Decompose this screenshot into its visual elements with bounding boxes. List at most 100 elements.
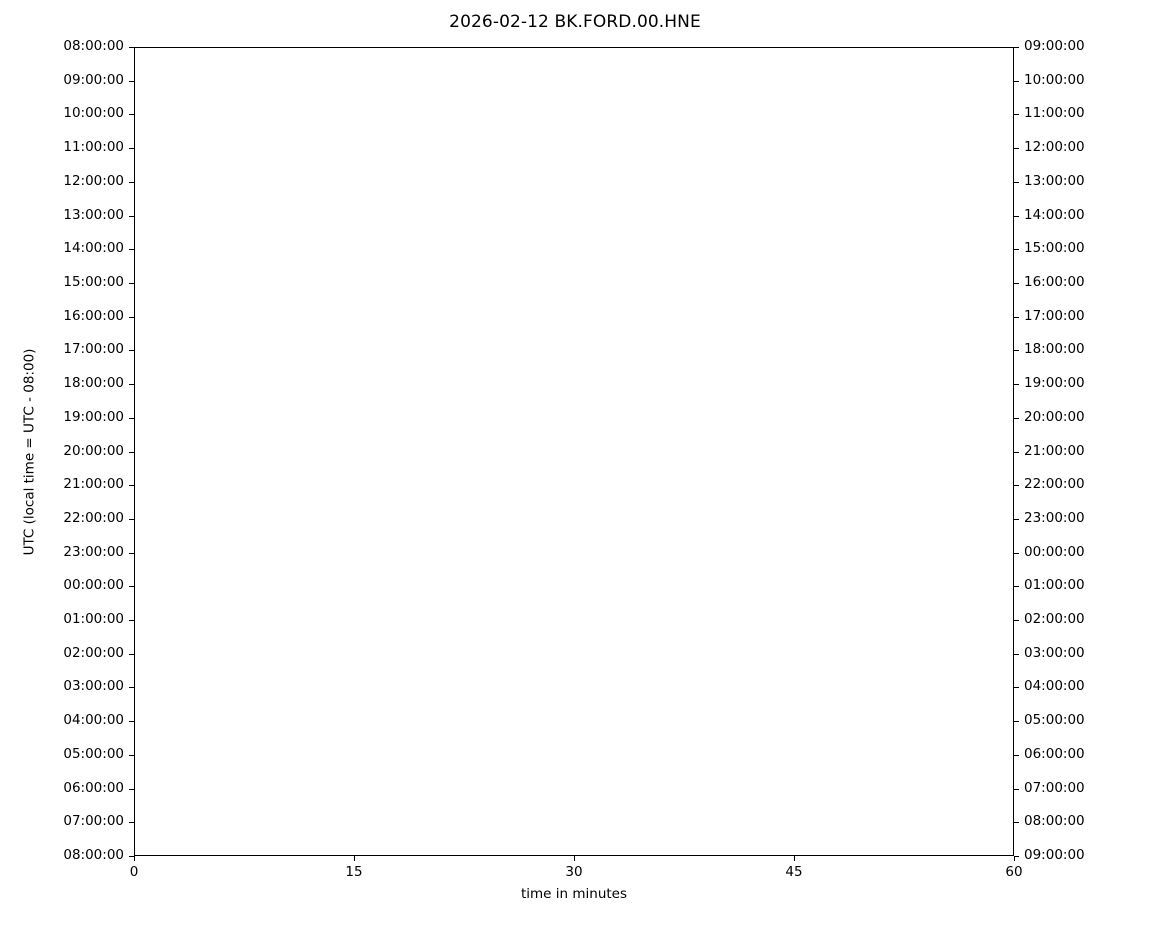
y-tick-left <box>129 518 134 520</box>
y-tick-left <box>129 822 134 824</box>
y-tick-label-right: 23:00:00 <box>1024 509 1085 526</box>
y-tick-left <box>129 384 134 386</box>
y-tick-label-left: 08:00:00 <box>63 38 124 54</box>
x-tick-label: 0 <box>129 864 139 880</box>
y-tick-left <box>129 620 134 622</box>
y-tick-left <box>129 148 134 150</box>
x-tick-label: 15 <box>345 864 363 880</box>
y-tick-right <box>1014 721 1019 723</box>
y-tick-left <box>129 47 134 48</box>
y-tick-label-right: 15:00:00 <box>1024 240 1085 257</box>
y-tick-label-left: 21:00:00 <box>63 476 124 493</box>
y-tick-left <box>129 114 134 116</box>
x-tick <box>794 856 795 861</box>
y-tick-label-right: 09:00:00 <box>1024 847 1085 863</box>
y-tick-label-right: 04:00:00 <box>1024 678 1085 695</box>
y-tick-left <box>129 249 134 251</box>
y-tick-left <box>129 350 134 352</box>
y-axis-title-text: UTC (local time = UTC - 08:00) <box>21 348 38 555</box>
y-tick-right <box>1014 856 1019 857</box>
y-tick-right <box>1014 620 1019 622</box>
y-tick-left <box>129 754 134 756</box>
y-tick-right <box>1014 384 1019 386</box>
y-tick-label-right: 13:00:00 <box>1024 172 1085 189</box>
y-tick-left <box>129 485 134 487</box>
y-tick-label-left: 14:00:00 <box>63 240 124 257</box>
y-tick-right <box>1014 518 1019 520</box>
y-tick-label-left: 01:00:00 <box>63 611 124 628</box>
y-tick-label-left: 04:00:00 <box>63 712 124 729</box>
y-tick-right <box>1014 822 1019 824</box>
y-tick-label-left: 11:00:00 <box>63 139 124 156</box>
y-tick-right <box>1014 316 1019 318</box>
y-tick-left <box>129 586 134 588</box>
y-tick-right <box>1014 350 1019 352</box>
y-tick-left <box>129 417 134 419</box>
y-tick-right <box>1014 215 1019 217</box>
y-tick-left <box>129 687 134 689</box>
y-tick-label-right: 07:00:00 <box>1024 779 1085 796</box>
y-tick-label-right: 08:00:00 <box>1024 813 1085 830</box>
y-tick-label-right: 17:00:00 <box>1024 307 1085 324</box>
y-tick-label-left: 12:00:00 <box>63 172 124 189</box>
y-tick-label-right: 22:00:00 <box>1024 476 1085 493</box>
y-tick-label-left: 22:00:00 <box>63 509 124 526</box>
y-tick-label-right: 11:00:00 <box>1024 105 1085 122</box>
y-tick-label-left: 20:00:00 <box>63 442 124 459</box>
y-tick-label-left: 02:00:00 <box>63 644 124 661</box>
y-tick-right <box>1014 47 1019 48</box>
x-tick <box>1014 856 1015 861</box>
y-tick-label-left: 18:00:00 <box>63 375 124 392</box>
y-tick-right <box>1014 181 1019 183</box>
y-tick-label-right: 09:00:00 <box>1024 38 1085 54</box>
y-tick-label-right: 06:00:00 <box>1024 745 1085 762</box>
y-tick-label-right: 14:00:00 <box>1024 206 1085 223</box>
y-tick-right <box>1014 586 1019 588</box>
y-tick-right <box>1014 114 1019 116</box>
x-tick <box>354 856 355 861</box>
y-tick-label-left: 08:00:00 <box>63 847 124 863</box>
y-tick-right <box>1014 249 1019 251</box>
x-tick-label: 60 <box>1005 864 1023 880</box>
y-tick-label-left: 15:00:00 <box>63 273 124 290</box>
y-tick-left <box>129 856 134 857</box>
y-tick-label-left: 10:00:00 <box>63 105 124 122</box>
y-axis-title: UTC (local time = UTC - 08:00) <box>18 47 40 856</box>
x-axis-title: time in minutes <box>520 886 628 902</box>
y-tick-label-right: 20:00:00 <box>1024 408 1085 425</box>
x-tick <box>134 856 135 861</box>
y-tick-label-left: 05:00:00 <box>63 745 124 762</box>
y-tick-label-left: 09:00:00 <box>63 71 124 88</box>
y-tick-label-right: 16:00:00 <box>1024 273 1085 290</box>
y-tick-label-left: 16:00:00 <box>63 307 124 324</box>
y-tick-right <box>1014 417 1019 419</box>
y-tick-label-right: 21:00:00 <box>1024 442 1085 459</box>
y-tick-label-left: 23:00:00 <box>63 543 124 560</box>
x-tick-label: 45 <box>785 864 803 880</box>
y-tick-label-left: 13:00:00 <box>63 206 124 223</box>
y-tick-label-right: 10:00:00 <box>1024 71 1085 88</box>
plot-area[interactable] <box>134 47 1014 856</box>
x-tick <box>574 856 575 861</box>
y-tick-label-left: 00:00:00 <box>63 577 124 594</box>
seismogram-traces <box>135 48 1013 855</box>
y-tick-right <box>1014 485 1019 487</box>
y-tick-right <box>1014 552 1019 554</box>
y-tick-left <box>129 181 134 183</box>
y-tick-left <box>129 721 134 723</box>
y-tick-left <box>129 316 134 318</box>
y-tick-label-right: 05:00:00 <box>1024 712 1085 729</box>
y-tick-label-right: 19:00:00 <box>1024 375 1085 392</box>
y-tick-label-right: 01:00:00 <box>1024 577 1085 594</box>
y-tick-right <box>1014 754 1019 756</box>
y-tick-right <box>1014 687 1019 689</box>
y-tick-left <box>129 215 134 217</box>
y-tick-left <box>129 80 134 82</box>
y-tick-label-left: 17:00:00 <box>63 341 124 358</box>
y-tick-right <box>1014 451 1019 453</box>
y-tick-label-right: 03:00:00 <box>1024 644 1085 661</box>
page-title: 2026-02-12 BK.FORD.00.HNE <box>449 12 701 32</box>
y-tick-label-right: 12:00:00 <box>1024 139 1085 156</box>
y-tick-left <box>129 451 134 453</box>
